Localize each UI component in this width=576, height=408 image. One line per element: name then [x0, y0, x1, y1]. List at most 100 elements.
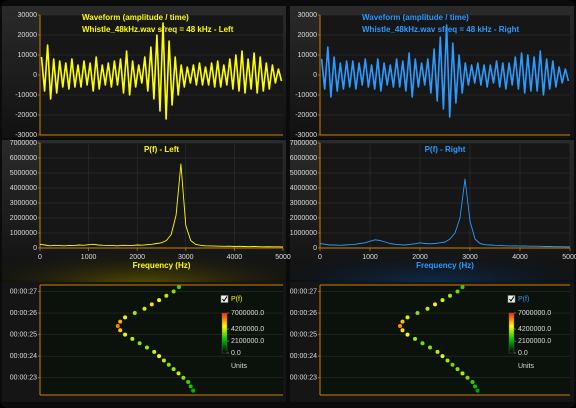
y-tick-label: 1000000 — [290, 230, 317, 237]
point — [176, 371, 181, 376]
legend-checkbox — [507, 295, 516, 303]
y-tick-label: 30000 — [18, 12, 38, 19]
chart-subtitle: Whistle_48kHz.wav sfreq = 48 kHz - Left — [82, 25, 234, 34]
point — [440, 354, 445, 359]
point — [455, 367, 460, 372]
point — [152, 349, 157, 354]
chart-subtitle: Whistle_48kHz.wav sfreq = 48 kHz - Right — [362, 25, 519, 34]
point — [435, 349, 440, 354]
point — [473, 384, 477, 389]
y-tick-label: 10000 — [18, 52, 38, 59]
y-tick-label: 1000000 — [10, 230, 37, 237]
y-tick-label: 00:00:27 — [290, 288, 317, 295]
point — [398, 323, 402, 328]
point — [448, 293, 452, 298]
y-tick-label: 00:00:24 — [290, 353, 317, 360]
colorbar-tick-label: 2100000.0 — [231, 338, 264, 345]
y-tick-label: -30000 — [295, 132, 317, 139]
point — [132, 311, 137, 316]
y-tick-label: 00:00:23 — [10, 375, 37, 382]
y-tick-label: 6000000 — [10, 155, 37, 162]
y-tick-label: 00:00:24 — [10, 353, 37, 360]
point — [157, 354, 162, 359]
y-tick-label: 2000000 — [290, 215, 317, 222]
chart-title: P(f) - Right — [425, 145, 466, 154]
point — [118, 328, 123, 333]
point — [405, 315, 410, 320]
series-line — [320, 24, 570, 118]
x-axis-label: Frequency (Hz) — [133, 261, 191, 270]
x-tick-label: 1000 — [362, 254, 378, 261]
colorbar-tick-label: 7000000.0 — [231, 310, 264, 317]
y-tick-label: 30000 — [298, 12, 318, 19]
point — [142, 306, 147, 311]
chart-title: Waveform (amplitude / time) — [82, 13, 189, 22]
point — [425, 306, 430, 311]
series-line — [40, 22, 283, 120]
point — [176, 285, 181, 290]
point — [149, 302, 154, 307]
point — [157, 298, 162, 303]
x-tick-label: 2000 — [412, 254, 428, 261]
colorbar — [221, 312, 228, 354]
y-tick-label: 0 — [313, 245, 317, 252]
point — [188, 384, 193, 389]
colorbar-label: Units — [231, 363, 247, 370]
x-tick-label: 3000 — [178, 254, 194, 261]
colorbar-tick-label: 0.0 — [231, 350, 241, 357]
point — [191, 388, 196, 393]
legend-check — [222, 296, 228, 302]
colorbar-label: Units — [518, 363, 534, 370]
colorbar-tick-label: 4200000.0 — [231, 326, 264, 333]
point — [400, 328, 405, 333]
y-tick-label: 00:00:25 — [290, 331, 317, 338]
plot-area — [40, 143, 283, 248]
colorbar-tick-label: 2100000.0 — [518, 338, 551, 345]
point — [181, 375, 186, 380]
series-line — [319, 178, 570, 248]
point — [115, 323, 120, 328]
y-tick-label: -20000 — [15, 112, 37, 119]
x-tick-label: 2000 — [129, 254, 145, 261]
colorbar-tick-label: 0.0 — [518, 350, 528, 357]
colorbar-tick-label: 4200000.0 — [518, 326, 551, 333]
point — [428, 345, 432, 350]
x-tick-label: 0 — [38, 254, 42, 261]
y-tick-label: 00:00:25 — [10, 331, 37, 338]
point — [405, 332, 410, 337]
y-tick-label: 00:00:23 — [290, 375, 317, 382]
y-tick-label: 10000 — [298, 52, 318, 59]
y-tick-label: -30000 — [15, 132, 37, 139]
point — [470, 380, 475, 385]
point — [137, 341, 142, 346]
point — [164, 293, 169, 298]
y-tick-label: 3000000 — [10, 200, 37, 207]
y-tick-label: -20000 — [295, 112, 317, 119]
legend-checkbox — [220, 295, 229, 303]
colorbar — [508, 312, 515, 354]
point — [433, 302, 437, 307]
plot-area — [40, 285, 283, 395]
chart-title: P(f) - Left — [144, 145, 179, 154]
y-tick-label: 20000 — [18, 32, 38, 39]
legend-label: P(f) — [518, 296, 529, 303]
point — [118, 319, 123, 324]
y-tick-label: -10000 — [295, 92, 317, 99]
point — [465, 375, 470, 380]
point — [171, 289, 176, 294]
point — [161, 358, 166, 363]
x-tick-label: 0 — [318, 254, 322, 261]
y-tick-label: 20000 — [298, 32, 318, 39]
colorbar-tick-label: 7000000.0 — [518, 310, 551, 317]
plot-area — [320, 285, 570, 395]
y-tick-label: 4000000 — [290, 185, 317, 192]
point — [123, 315, 128, 320]
point — [171, 367, 176, 372]
point — [400, 319, 405, 324]
legend-check — [509, 296, 515, 302]
x-tick-label: 4000 — [227, 254, 243, 261]
chart-title: Waveform (amplitude / time) — [362, 13, 469, 22]
y-tick-label: 3000000 — [290, 200, 317, 207]
point — [123, 332, 128, 337]
